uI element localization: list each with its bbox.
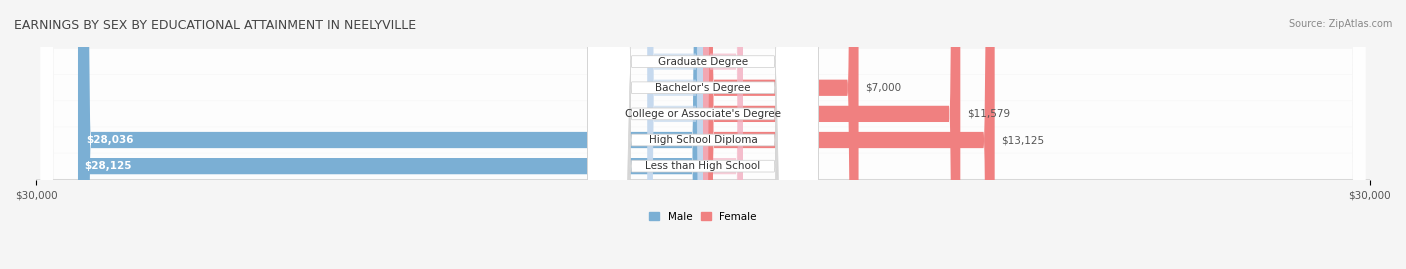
Text: $0: $0 bbox=[672, 83, 685, 93]
Text: $11,579: $11,579 bbox=[967, 109, 1010, 119]
FancyBboxPatch shape bbox=[80, 0, 703, 269]
FancyBboxPatch shape bbox=[41, 0, 1365, 269]
Text: High School Diploma: High School Diploma bbox=[648, 135, 758, 145]
FancyBboxPatch shape bbox=[41, 0, 1365, 269]
FancyBboxPatch shape bbox=[703, 0, 960, 269]
FancyBboxPatch shape bbox=[588, 0, 818, 269]
Text: $28,036: $28,036 bbox=[87, 135, 134, 145]
Text: $0: $0 bbox=[672, 57, 685, 67]
FancyBboxPatch shape bbox=[588, 0, 818, 269]
FancyBboxPatch shape bbox=[588, 0, 818, 269]
FancyBboxPatch shape bbox=[703, 0, 742, 269]
FancyBboxPatch shape bbox=[41, 0, 1365, 269]
Text: Source: ZipAtlas.com: Source: ZipAtlas.com bbox=[1288, 19, 1392, 29]
FancyBboxPatch shape bbox=[703, 0, 994, 269]
FancyBboxPatch shape bbox=[703, 0, 859, 269]
FancyBboxPatch shape bbox=[647, 0, 703, 269]
Text: Less than High School: Less than High School bbox=[645, 161, 761, 171]
Text: College or Associate's Degree: College or Associate's Degree bbox=[626, 109, 780, 119]
Text: $28,125: $28,125 bbox=[84, 161, 132, 171]
Text: EARNINGS BY SEX BY EDUCATIONAL ATTAINMENT IN NEELYVILLE: EARNINGS BY SEX BY EDUCATIONAL ATTAINMEN… bbox=[14, 19, 416, 32]
FancyBboxPatch shape bbox=[588, 0, 818, 269]
Text: $0: $0 bbox=[721, 57, 734, 67]
Text: $0: $0 bbox=[672, 109, 685, 119]
Text: $7,000: $7,000 bbox=[865, 83, 901, 93]
FancyBboxPatch shape bbox=[647, 0, 703, 269]
FancyBboxPatch shape bbox=[647, 0, 703, 269]
Text: Bachelor's Degree: Bachelor's Degree bbox=[655, 83, 751, 93]
Text: Graduate Degree: Graduate Degree bbox=[658, 57, 748, 67]
Legend: Male, Female: Male, Female bbox=[645, 208, 761, 226]
FancyBboxPatch shape bbox=[77, 0, 703, 269]
Text: $13,125: $13,125 bbox=[1001, 135, 1045, 145]
FancyBboxPatch shape bbox=[588, 0, 818, 269]
Text: $0: $0 bbox=[721, 161, 734, 171]
FancyBboxPatch shape bbox=[703, 0, 742, 269]
FancyBboxPatch shape bbox=[41, 0, 1365, 269]
FancyBboxPatch shape bbox=[41, 0, 1365, 269]
